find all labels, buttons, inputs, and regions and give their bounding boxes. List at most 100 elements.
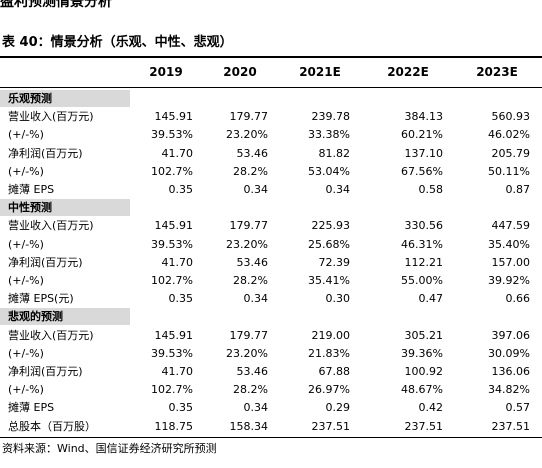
section-label: 中性预测 xyxy=(8,201,52,215)
column-header: 2021E xyxy=(299,65,341,79)
cell: 46.02% xyxy=(488,128,530,142)
column-header: 2020 xyxy=(223,65,257,79)
row-label: (+/-%) xyxy=(8,237,44,251)
cell: 53.04% xyxy=(308,164,350,178)
cell: 237.51 xyxy=(404,419,444,433)
cell: 67.56% xyxy=(401,164,443,178)
cell: 145.91 xyxy=(154,328,194,342)
cell: 0.35 xyxy=(168,401,194,415)
column-header: 2023E xyxy=(476,65,518,79)
row-label: 营业收入(百万元) xyxy=(8,219,94,233)
cell: 0.57 xyxy=(505,401,531,415)
cell: 145.91 xyxy=(154,110,194,124)
rule xyxy=(0,56,542,58)
cell: 137.10 xyxy=(404,146,444,160)
cell: 0.30 xyxy=(325,292,351,306)
cell: 384.13 xyxy=(404,110,444,124)
cell: 0.58 xyxy=(418,183,444,196)
cell: 397.06 xyxy=(491,328,531,342)
row-label: (+/-%) xyxy=(8,274,44,287)
cell: 560.93 xyxy=(491,110,531,124)
cell: 39.36% xyxy=(401,346,443,360)
cell: 48.67% xyxy=(401,383,443,397)
cell: 330.56 xyxy=(404,219,444,233)
row-label: 营业收入(百万元) xyxy=(8,328,94,342)
cell: 0.29 xyxy=(325,401,351,415)
cell: 0.34 xyxy=(243,292,269,306)
row-label: 摊薄 EPS xyxy=(8,401,55,415)
cell: 305.21 xyxy=(404,328,444,342)
cell: 136.06 xyxy=(491,365,531,378)
cell: 46.31% xyxy=(401,237,443,251)
cell: 39.53% xyxy=(151,346,193,360)
cell: 0.42 xyxy=(418,401,444,415)
cell: 30.09% xyxy=(488,346,530,360)
cell: 0.34 xyxy=(325,183,351,196)
cell: 145.91 xyxy=(154,219,194,233)
section-band xyxy=(0,199,130,217)
cell: 28.2% xyxy=(233,164,268,178)
row-label: 净利润(百万元) xyxy=(8,146,83,160)
cell: 53.46 xyxy=(236,146,269,160)
row-label: 营业收入(百万元) xyxy=(8,110,94,124)
section-label: 乐观预测 xyxy=(8,92,52,105)
section-band xyxy=(0,308,130,326)
cell: 41.70 xyxy=(161,255,194,269)
cell: 35.41% xyxy=(308,274,350,287)
cell: 39.53% xyxy=(151,128,193,142)
cell: 158.34 xyxy=(229,419,269,433)
row-label: (+/-%) xyxy=(8,164,44,178)
cell: 237.51 xyxy=(491,419,531,433)
cell: 0.34 xyxy=(243,401,269,415)
cell: 118.75 xyxy=(154,419,194,433)
cell: 39.92% xyxy=(488,274,530,287)
row-label: 总股本（百万股） xyxy=(8,419,96,433)
cell: 41.70 xyxy=(161,146,194,160)
rule xyxy=(0,436,542,438)
row-label: (+/-%) xyxy=(8,346,44,360)
source-note: 资料来源：Wind、国信证券经济研究所预测 xyxy=(2,441,217,455)
row-label: (+/-%) xyxy=(8,128,44,142)
cell: 0.47 xyxy=(418,292,444,306)
cell: 0.87 xyxy=(505,183,531,196)
cell: 67.88 xyxy=(318,365,351,378)
cell: 23.20% xyxy=(226,237,268,251)
cell: 0.66 xyxy=(505,292,531,306)
cell: 81.82 xyxy=(318,146,351,160)
cell: 53.46 xyxy=(236,365,269,378)
row-label: 摊薄 EPS xyxy=(8,183,55,196)
row-label: 净利润(百万元) xyxy=(8,255,83,269)
cell: 100.92 xyxy=(404,365,444,378)
cell: 102.7% xyxy=(151,274,193,287)
cell: 72.39 xyxy=(318,255,351,269)
cell: 50.11% xyxy=(488,164,530,178)
row-label: (+/-%) xyxy=(8,383,44,397)
cell: 55.00% xyxy=(401,274,443,287)
cell: 53.46 xyxy=(236,255,269,269)
cell: 28.2% xyxy=(233,274,268,287)
cell: 35.40% xyxy=(488,237,530,251)
cell: 102.7% xyxy=(151,383,193,397)
cell: 33.38% xyxy=(308,128,350,142)
cell: 447.59 xyxy=(491,219,531,233)
cell: 102.7% xyxy=(151,164,193,178)
cell: 179.77 xyxy=(229,328,269,342)
table-title: 表 40：情景分析（乐观、中性、悲观） xyxy=(2,35,233,50)
cell: 60.21% xyxy=(401,128,443,142)
cell: 205.79 xyxy=(491,146,531,160)
cell: 157.00 xyxy=(491,255,531,269)
cell: 23.20% xyxy=(226,346,268,360)
column-header: 2022E xyxy=(387,65,429,79)
cell: 219.00 xyxy=(311,328,351,342)
section-band xyxy=(0,90,130,107)
cell: 41.70 xyxy=(161,365,194,378)
row-label: 摊薄 EPS(元) xyxy=(8,292,74,306)
cell: 0.34 xyxy=(243,183,269,196)
cell: 21.83% xyxy=(308,346,350,360)
cell: 112.21 xyxy=(404,255,444,269)
cell: 179.77 xyxy=(229,219,269,233)
cell: 34.82% xyxy=(488,383,530,397)
cell: 239.78 xyxy=(311,110,351,124)
page-heading: 盈利预测情景分析 xyxy=(0,0,112,10)
